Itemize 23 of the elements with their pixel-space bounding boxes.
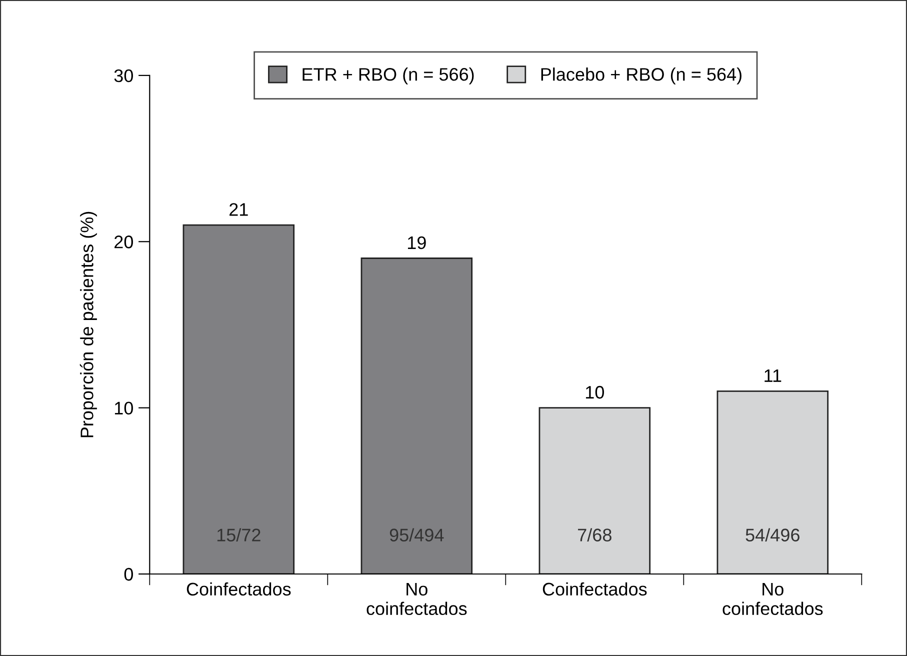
y-tick-label: 0 (124, 568, 133, 581)
data-label: 19 (408, 236, 426, 250)
bar (360, 258, 473, 574)
y-tick-label: 10 (114, 402, 133, 415)
bar (538, 407, 651, 574)
x-tick-label: No coinfectados (366, 582, 467, 616)
annotation: 15/72 (217, 528, 260, 542)
annotation: 7/68 (578, 528, 612, 542)
data-label: 11 (764, 369, 782, 382)
annotation: 54/496 (746, 528, 800, 542)
bar (716, 390, 829, 574)
data-label: 21 (230, 203, 248, 216)
x-tick-label: No coinfectados (722, 582, 823, 616)
data-label: 10 (586, 386, 604, 399)
x-tick-label: Coinfectados (186, 582, 291, 596)
x-tick-label: Coinfectados (542, 582, 647, 596)
y-tick-label: 20 (114, 236, 133, 248)
bar (182, 224, 295, 574)
legend-label: Placebo + RBO (n = 564) (541, 68, 742, 84)
y-tick-label: 30 (114, 69, 133, 82)
annotation: 95/494 (390, 528, 444, 542)
legend-label: ETR + RBO (n = 566) (302, 68, 474, 84)
y-axis-title: Proporción de pacientes (%) (80, 212, 97, 438)
